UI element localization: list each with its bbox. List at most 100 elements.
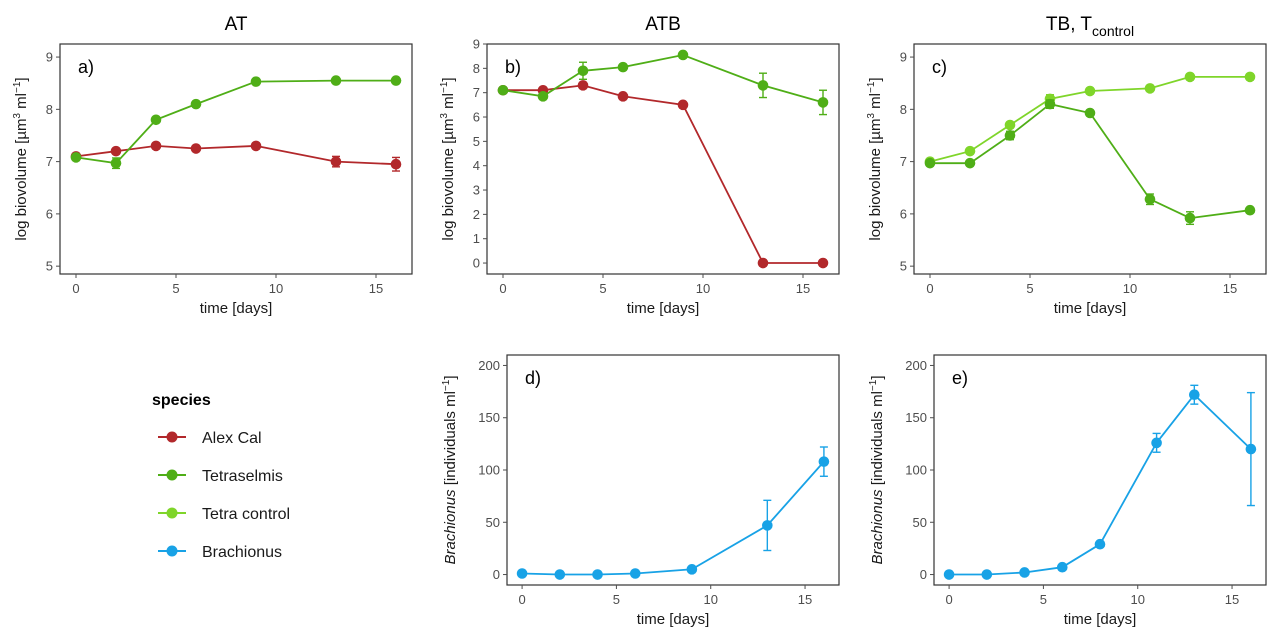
legend-item-tetra-control: Tetra control — [158, 506, 290, 523]
x-tick-label: 0 — [72, 281, 79, 296]
x-tick-label: 5 — [1040, 592, 1047, 607]
series-brachionus — [516, 446, 830, 580]
data-point — [981, 569, 993, 580]
plot-border — [913, 43, 1267, 275]
panel-label: a) — [78, 57, 94, 77]
legend-title: species — [152, 392, 211, 409]
data-point — [677, 99, 689, 111]
legend-label: Alex Cal — [202, 430, 262, 447]
data-point — [1151, 437, 1162, 449]
data-point — [1144, 193, 1156, 205]
plot-border — [506, 354, 840, 586]
x-tick-label: 10 — [1123, 281, 1137, 296]
data-point — [1084, 107, 1096, 119]
legend: species Alex Cal Tetraselmis Tetra contr… — [152, 392, 290, 561]
series-alex-cal — [497, 80, 829, 269]
plot-border — [933, 354, 1267, 586]
series-tetra-control — [924, 71, 1256, 167]
x-tick-label: 15 — [1225, 592, 1239, 607]
y-tick-label: 6 — [900, 206, 907, 221]
y-axis-label: Brachionus [individuals ml−1] — [441, 376, 459, 565]
series-line — [502, 54, 824, 104]
data-point — [1004, 119, 1016, 131]
legend-key-dot — [166, 507, 178, 519]
panel-b: 0 1 2 3 4 5 6 7 8 9 0 5 10 15 time [days] log biovolume… — [439, 37, 840, 317]
column-title-at: AT — [225, 14, 248, 35]
series-line — [929, 76, 1250, 163]
x-axis-label: time [days] — [637, 611, 710, 628]
data-point — [1084, 85, 1096, 97]
legend-label: Tetraselmis — [202, 468, 283, 485]
y-tick-label: 50 — [913, 515, 927, 530]
x-tick-label: 5 — [172, 281, 179, 296]
legend-label: Tetra control — [202, 506, 290, 523]
y-tick-label: 6 — [473, 110, 480, 125]
legend-item-brachionus: Brachionus — [158, 544, 282, 561]
legend-label: Brachionus — [202, 544, 282, 561]
data-point — [390, 158, 402, 170]
data-point — [629, 568, 641, 579]
y-tick-label: 9 — [46, 50, 53, 65]
series-line — [522, 461, 825, 576]
panel-label: d) — [525, 368, 541, 388]
plot-border — [59, 43, 413, 275]
data-point — [1044, 98, 1056, 110]
y-tick-label: 4 — [473, 158, 480, 173]
x-tick-label: 10 — [703, 592, 717, 607]
y-tick-label: 100 — [478, 463, 500, 478]
data-point — [110, 145, 122, 157]
panel-label: c) — [932, 57, 947, 77]
series-alex-cal — [70, 140, 402, 172]
data-point — [190, 143, 202, 154]
data-point — [757, 80, 769, 91]
data-point — [250, 140, 262, 152]
data-point — [150, 114, 162, 126]
legend-item-alex-cal: Alex Cal — [158, 430, 262, 447]
y-tick-label: 0 — [473, 256, 480, 271]
y-tick-label: 7 — [900, 154, 907, 169]
x-tick-label: 0 — [518, 592, 525, 607]
x-tick-label: 5 — [613, 592, 620, 607]
y-tick-label: 9 — [473, 37, 480, 52]
panel-c: 5 6 7 8 9 0 5 10 15 time [days] log biovolume [µm3… — [866, 43, 1267, 317]
x-tick-label: 0 — [499, 281, 506, 296]
data-point — [330, 75, 342, 86]
x-tick-label: 5 — [1026, 281, 1033, 296]
data-point — [818, 456, 830, 467]
data-point — [110, 157, 122, 169]
y-tick-label: 3 — [473, 183, 480, 198]
legend-item-tetraselmis: Tetraselmis — [158, 468, 283, 485]
data-point — [390, 75, 402, 86]
series-line — [949, 393, 1252, 576]
data-point — [250, 76, 262, 87]
series-line — [503, 84, 823, 264]
data-point — [1094, 538, 1106, 550]
y-tick-label: 150 — [478, 410, 500, 425]
y-tick-label: 8 — [900, 102, 907, 117]
y-tick-label: 8 — [46, 102, 53, 117]
data-point — [943, 569, 955, 580]
x-axis-label: time [days] — [1064, 611, 1137, 628]
y-tick-label: 50 — [486, 515, 500, 530]
data-point — [762, 520, 773, 531]
data-point — [617, 61, 629, 73]
data-point — [1004, 130, 1016, 141]
panel-label: b) — [505, 57, 521, 77]
x-tick-label: 15 — [369, 281, 383, 296]
data-point — [686, 564, 698, 575]
data-point — [677, 49, 689, 61]
y-tick-label: 2 — [473, 207, 480, 222]
data-point — [1244, 204, 1256, 216]
panel-a: 5 6 7 8 9 0 5 10 15 time [days] log biovolume [µm3… — [12, 43, 413, 317]
y-tick-label: 200 — [905, 358, 927, 373]
data-point — [817, 257, 829, 269]
y-axis-label: Brachionus [individuals ml−1] — [868, 376, 886, 565]
data-point — [1245, 443, 1257, 455]
y-axis-label: log biovolume [µm3 ml−1] — [439, 77, 457, 240]
x-tick-label: 5 — [599, 281, 606, 296]
data-point — [497, 84, 509, 96]
y-tick-label: 7 — [46, 154, 53, 169]
data-point — [817, 97, 829, 108]
x-tick-label: 15 — [1223, 281, 1237, 296]
